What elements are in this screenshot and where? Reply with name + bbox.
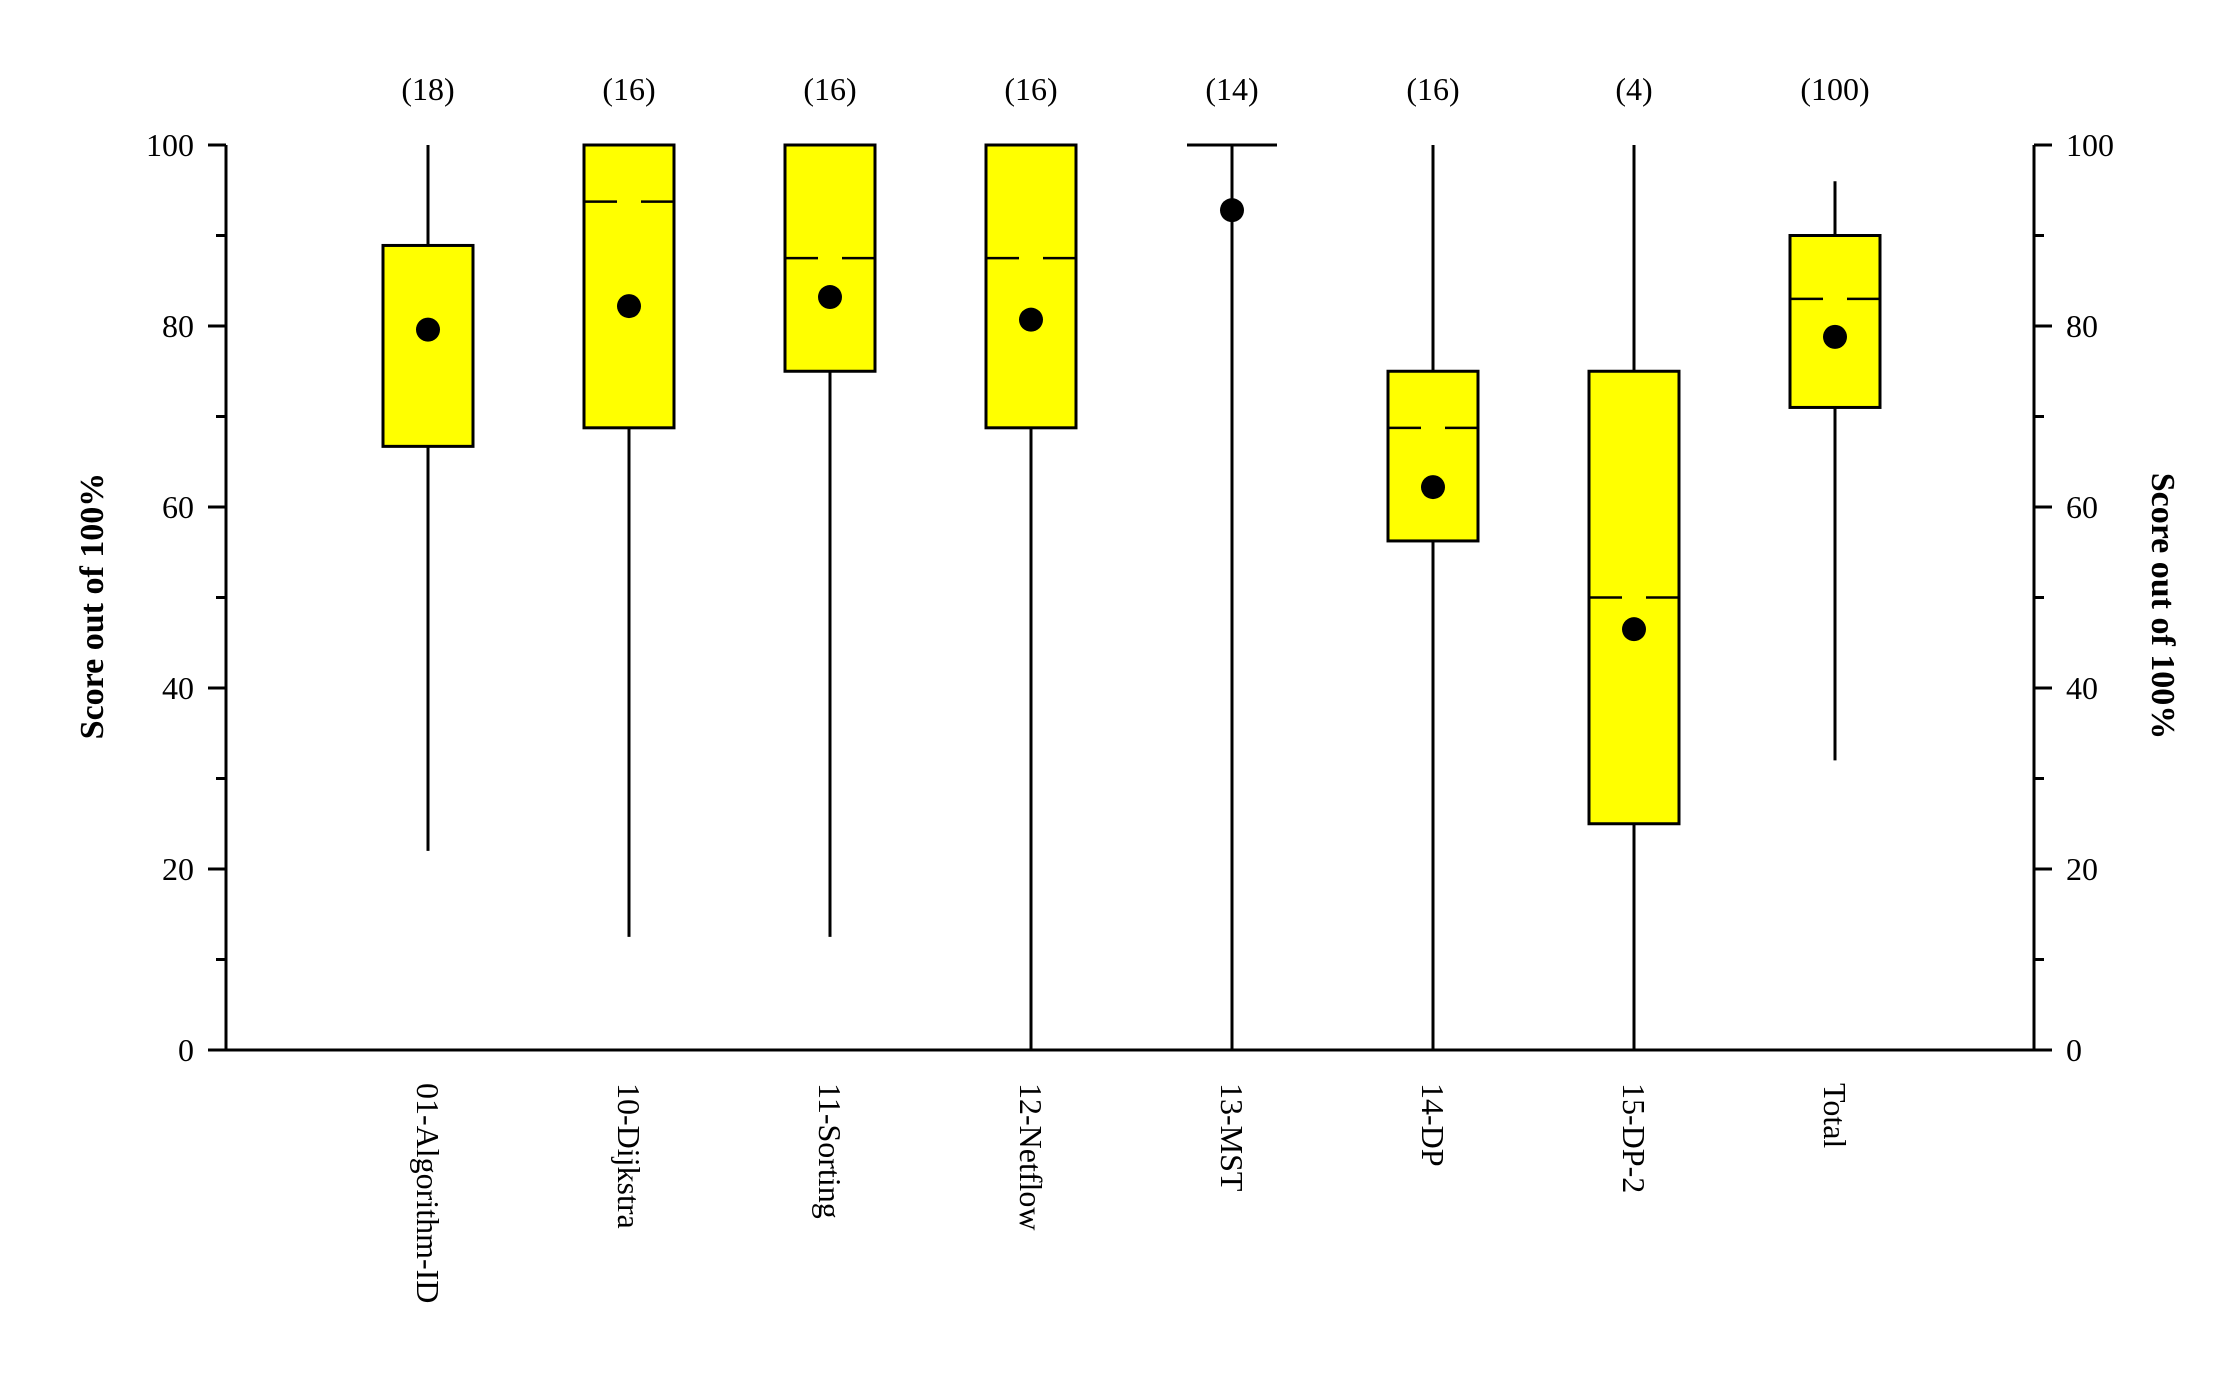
sample-count-label: (16) — [1406, 71, 1459, 107]
box-group-10-dijkstra — [582, 143, 676, 937]
y-tick-label-left: 60 — [162, 489, 194, 525]
mean-point — [818, 285, 842, 310]
y-tick-label-right: 0 — [2066, 1032, 2082, 1068]
iqr-box — [1788, 234, 1882, 409]
x-category-label: 14-DP — [1415, 1083, 1451, 1167]
box-group-01-algorithm-id — [381, 145, 475, 851]
axes-layer — [208, 143, 2052, 1052]
x-category-label: 15-DP-2 — [1616, 1083, 1652, 1193]
mean-point — [617, 294, 641, 319]
y-tick-label-right: 100 — [2066, 127, 2114, 163]
mean-point — [1421, 475, 1445, 500]
y-tick-label-left: 100 — [146, 127, 194, 163]
y-tick-label-left: 80 — [162, 308, 194, 344]
box-group-15-dp-2 — [1587, 145, 1681, 1050]
iqr-box — [1386, 369, 1480, 543]
labels-layer: 0 0 20 20 40 40 60 60 80 80 100 100 (18) 01-Algorithm… — [146, 71, 2114, 1303]
y-axis-title-right: Score out of 100% — [2144, 473, 2181, 740]
mean-point — [1019, 307, 1043, 332]
mean-point — [416, 317, 440, 342]
mean-point — [1220, 198, 1244, 223]
x-category-label: 11-Sorting — [812, 1083, 848, 1219]
x-category-label: 13-MST — [1214, 1083, 1250, 1192]
mean-point — [1622, 617, 1646, 642]
box-group-11-sorting — [783, 143, 877, 937]
box-group-14-dp — [1386, 145, 1480, 1050]
y-tick-label-left: 0 — [178, 1032, 194, 1068]
sample-count-label: (16) — [803, 71, 856, 107]
iqr-box — [381, 243, 475, 448]
sample-count-label: (14) — [1205, 71, 1258, 107]
y-tick-label-left: 20 — [162, 851, 194, 887]
y-axis-title-left: Score out of 100% — [74, 473, 111, 740]
box-group-12-netflow — [984, 143, 1078, 1050]
x-category-label: 10-Dijkstra — [611, 1083, 647, 1229]
y-tick-label-right: 20 — [2066, 851, 2098, 887]
boxes-layer — [381, 143, 1882, 1050]
iqr-box — [984, 143, 1078, 430]
sample-count-label: (100) — [1800, 71, 1869, 107]
mean-point — [1823, 324, 1847, 349]
y-tick-label-right: 60 — [2066, 489, 2098, 525]
iqr-box — [582, 143, 676, 430]
sample-count-label: (4) — [1615, 71, 1652, 107]
y-tick-label-right: 40 — [2066, 670, 2098, 706]
box-group-13-mst — [1187, 143, 1277, 1050]
sample-count-label: (16) — [602, 71, 655, 107]
box-group-total — [1788, 181, 1882, 761]
x-category-label: 01-Algorithm-ID — [410, 1083, 446, 1303]
y-tick-label-right: 80 — [2066, 308, 2098, 344]
x-category-label: 12-Netflow — [1013, 1083, 1049, 1231]
x-category-label: Total — [1817, 1083, 1853, 1148]
y-tick-label-left: 40 — [162, 670, 194, 706]
sample-count-label: (18) — [401, 71, 454, 107]
sample-count-label: (16) — [1004, 71, 1057, 107]
